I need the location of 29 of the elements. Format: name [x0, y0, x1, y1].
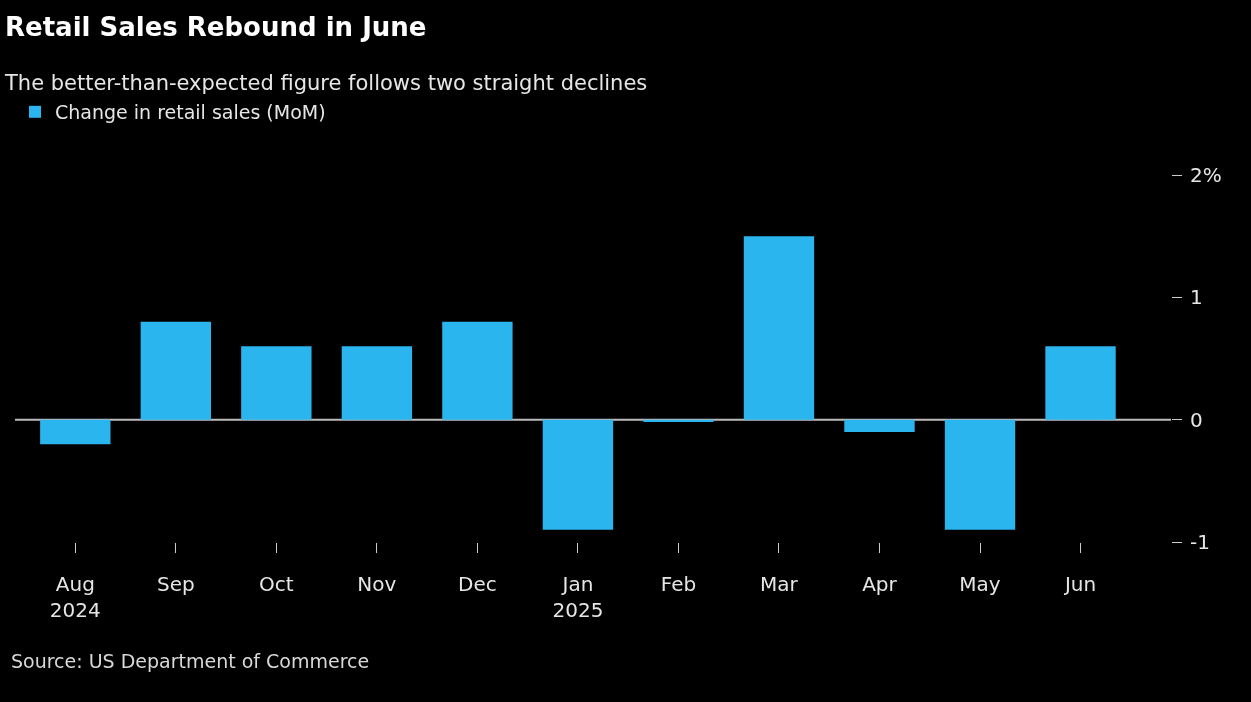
y-tick-label: 0 [1190, 407, 1203, 432]
bar [140, 321, 212, 420]
x-tick-label: Apr [862, 572, 898, 596]
x-tick-label: Nov [357, 572, 397, 596]
x-tick-label: Sep [156, 572, 195, 596]
x-tick-label: Jun [1062, 572, 1097, 596]
x-tick-label: May [959, 572, 1001, 596]
bar [542, 419, 614, 530]
source-note: Source: US Department of Commerce [11, 650, 370, 672]
bar [1045, 346, 1116, 420]
chart-subtitle: The better-than-expected figure follows two straight declines [4, 71, 648, 96]
y-tick-label: 1 [1190, 285, 1203, 310]
bar [442, 321, 513, 420]
bar [743, 236, 815, 420]
x-tick-label: Mar [760, 572, 799, 596]
y-tick-label: 2% [1190, 163, 1222, 187]
x-tick-label: Feb [660, 572, 697, 596]
x-tick-label: Dec [458, 572, 497, 596]
x-tick-label: Jan 2025 [552, 572, 604, 622]
bar [241, 346, 312, 420]
bar [844, 419, 915, 432]
x-tick-label: Oct [259, 572, 294, 596]
bar [40, 419, 111, 445]
y-tick-label: -1 [1190, 530, 1210, 554]
legend-label: Change in retail sales (MoM) [55, 101, 326, 124]
x-tick-label: Aug 2024 [49, 572, 101, 622]
chart-title: Retail Sales Rebound in June [5, 11, 427, 42]
bar [341, 346, 413, 420]
bar [944, 419, 1016, 530]
